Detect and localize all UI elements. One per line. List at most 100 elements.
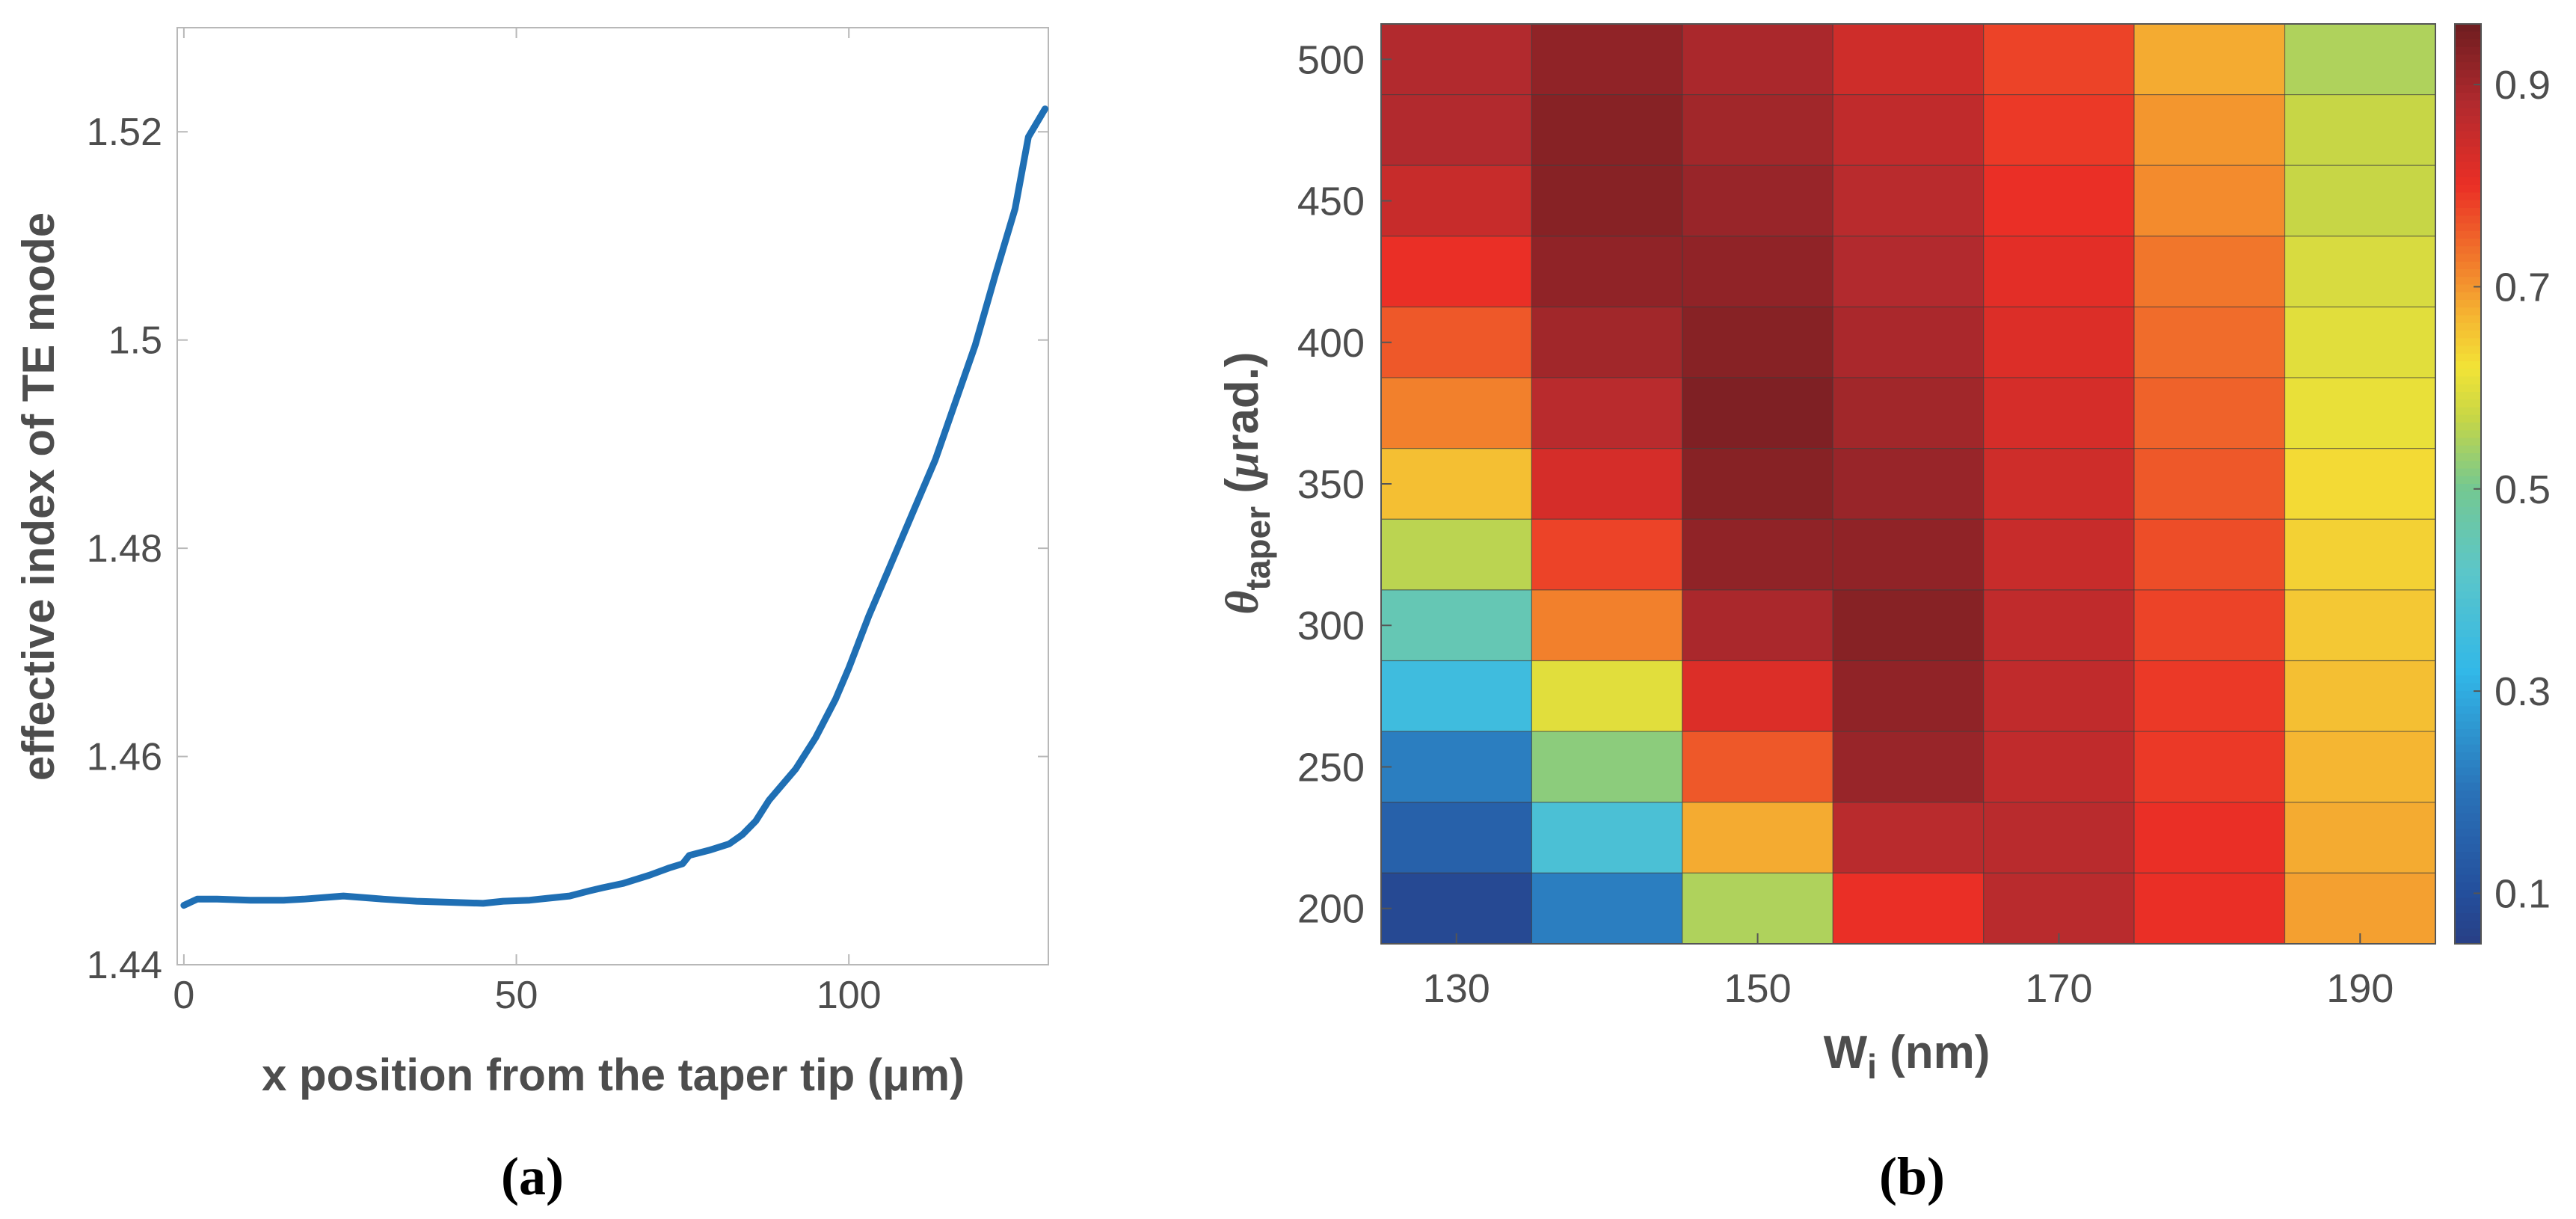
heatmap-cell xyxy=(2284,306,2436,378)
colorbar-segment xyxy=(2455,223,2481,232)
heatmap-cell xyxy=(1531,802,1683,873)
y-tick-label: 1.46 xyxy=(87,736,162,779)
colorbar-segment xyxy=(2455,836,2481,845)
colorbar-segment xyxy=(2455,284,2481,293)
heatmap-cell xyxy=(2133,872,2286,945)
colorbar-segment xyxy=(2455,62,2481,71)
panel-a-ticks xyxy=(177,28,1048,965)
panel-b-y-axis-label: θtaper (μrad.) xyxy=(1217,351,1277,614)
heatmap-cell xyxy=(1380,872,1533,945)
colorbar-segment xyxy=(2455,829,2481,838)
colorbar-segment xyxy=(2455,453,2481,461)
colorbar-segment xyxy=(2455,154,2481,163)
x-label-main: W xyxy=(1824,1027,1868,1078)
colorbar-segment xyxy=(2455,269,2481,277)
colorbar-segment xyxy=(2455,537,2481,546)
y-tick-label: 1.48 xyxy=(87,527,162,571)
heatmap-cell xyxy=(1983,165,2135,237)
heatmap-cell xyxy=(2133,802,2286,873)
x-tick-label: 100 xyxy=(817,974,882,1017)
heatmap-cell xyxy=(1832,23,1985,96)
heatmap-cell xyxy=(1983,236,2135,308)
colorbar-segment xyxy=(2455,598,2481,607)
heatmap-cell xyxy=(1832,448,1985,520)
colorbar-segment xyxy=(2455,905,2481,914)
colorbar-segment xyxy=(2455,131,2481,140)
colorbar-segment xyxy=(2455,767,2481,776)
colorbar-segment xyxy=(2455,660,2481,669)
y-tick-label: 1.52 xyxy=(87,111,162,154)
heatmap-cell xyxy=(2133,236,2286,308)
heatmap-cell xyxy=(1832,802,1985,873)
heatmap-cell xyxy=(1832,236,1985,308)
colorbar-segment xyxy=(2455,737,2481,746)
colorbar-tick-label: 0.7 xyxy=(2494,265,2551,310)
colorbar-segment xyxy=(2455,208,2481,216)
effective-index-line xyxy=(180,105,1049,909)
heatmap-cell xyxy=(1983,377,2135,449)
heatmap-cell xyxy=(2133,660,2286,732)
colorbar-segment xyxy=(2455,476,2481,485)
colorbar-segment xyxy=(2455,300,2481,308)
colorbar-segment xyxy=(2455,292,2481,301)
colorbar-segment xyxy=(2455,261,2481,270)
heatmap-cell xyxy=(1983,589,2135,662)
heatmap-cell xyxy=(2284,94,2436,166)
x-tick-label: 190 xyxy=(2326,966,2394,1011)
colorbar-segment xyxy=(2455,706,2481,715)
colorbar-segment xyxy=(2455,690,2481,699)
panel-b-caption-label: (b) xyxy=(1879,1146,1945,1206)
heatmap-cell xyxy=(2284,731,2436,803)
colorbar-segment xyxy=(2455,376,2481,385)
colorbar-segment xyxy=(2455,729,2481,737)
colorbar-segment xyxy=(2455,936,2481,945)
heatmap-cell xyxy=(2284,236,2436,308)
heatmap-cell xyxy=(1531,660,1683,732)
colorbar-tick-label: 0.5 xyxy=(2494,467,2551,512)
heatmap-cell xyxy=(2284,377,2436,449)
colorbar-segment xyxy=(2455,890,2481,899)
colorbar-segment xyxy=(2455,844,2481,853)
colorbar-segment xyxy=(2455,621,2481,630)
colorbar-segment xyxy=(2455,576,2481,584)
colorbar-segment xyxy=(2455,369,2481,378)
colorbar-segment xyxy=(2455,506,2481,515)
heatmap-cell xyxy=(1682,94,1833,166)
heatmap-cell xyxy=(1531,731,1683,803)
y-tick-label: 400 xyxy=(1297,321,1365,366)
colorbar-segment xyxy=(2455,461,2481,470)
heatmap-cell xyxy=(1682,306,1833,378)
colorbar-segment xyxy=(2455,46,2481,55)
heatmap-cells xyxy=(1380,23,2436,945)
colorbar-segment xyxy=(2455,560,2481,569)
heatmap-cell xyxy=(1531,165,1683,237)
colorbar-segment xyxy=(2455,108,2481,117)
heatmap-cell xyxy=(1682,660,1833,732)
colorbar-tick-label: 0.1 xyxy=(2494,871,2551,916)
heatmap-cell xyxy=(1531,377,1683,449)
colorbar-tick-label: 0.3 xyxy=(2494,669,2551,714)
heatmap-cell xyxy=(1682,731,1833,803)
y-label-theta: θ xyxy=(1217,591,1268,615)
colorbar-segment xyxy=(2455,568,2481,577)
heatmap-cell xyxy=(1983,872,2135,945)
colorbar-segment xyxy=(2455,123,2481,132)
colorbar-segment xyxy=(2455,813,2481,822)
colorbar-segment xyxy=(2455,70,2481,79)
colorbar-segment xyxy=(2455,522,2481,531)
heatmap-cell xyxy=(1531,589,1683,662)
colorbar-segment xyxy=(2455,361,2481,369)
colorbar-segment xyxy=(2455,499,2481,508)
panel-b-ticks xyxy=(1381,58,2361,944)
heatmap-cell xyxy=(1832,306,1985,378)
heatmap-cell xyxy=(1832,377,1985,449)
x-tick-label: 170 xyxy=(2025,966,2092,1011)
colorbar-segment xyxy=(2455,553,2481,562)
heatmap-cell xyxy=(1380,731,1533,803)
colorbar-segment xyxy=(2455,491,2481,500)
colorbar-segment xyxy=(2455,147,2481,155)
colorbar-segment xyxy=(2455,315,2481,324)
heatmap-cell xyxy=(1682,23,1833,96)
panel-b-x-axis-label: Wi (nm) xyxy=(1824,1027,1991,1086)
heatmap-cell xyxy=(2133,377,2286,449)
